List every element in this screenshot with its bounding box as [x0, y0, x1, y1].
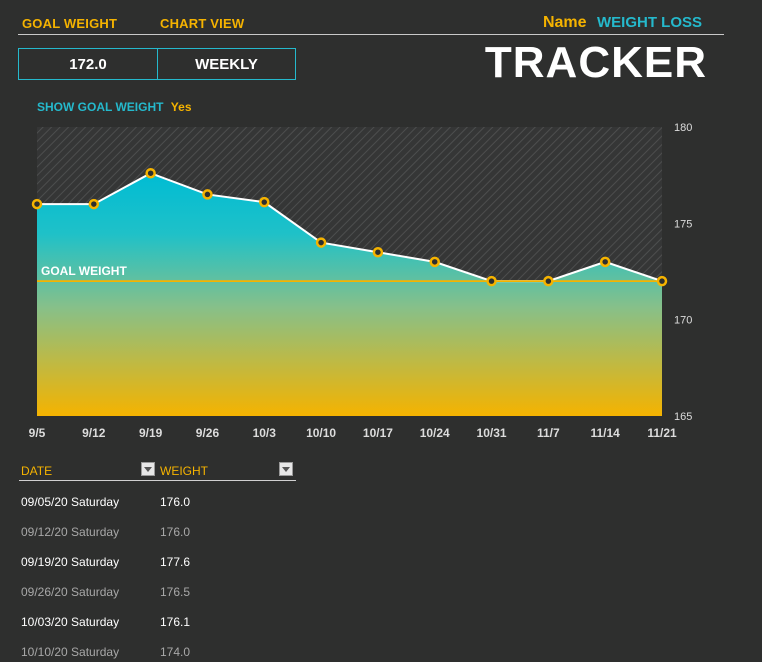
- row-weight: 176.5: [160, 585, 191, 599]
- weight-filter-dropdown-icon[interactable]: [279, 462, 293, 476]
- chart-view-select[interactable]: WEEKLY: [157, 48, 296, 80]
- x-tick-label: 9/5: [29, 426, 46, 440]
- x-tick-label: 11/7: [537, 426, 560, 440]
- x-tick-label: 10/3: [253, 426, 277, 440]
- row-date: 10/03/20 Saturday: [21, 615, 120, 629]
- y-tick-label: 165: [674, 411, 692, 423]
- data-point: [656, 275, 668, 287]
- weight-line: [37, 172, 663, 283]
- x-tick-label: 9/12: [82, 426, 106, 440]
- data-point: [599, 256, 611, 268]
- date-filter-dropdown-icon[interactable]: [141, 462, 155, 476]
- row-weight: 177.6: [160, 555, 191, 569]
- row-weight: 176.1: [160, 615, 191, 629]
- row-date: 09/12/20 Saturday: [21, 525, 120, 539]
- row-weight: 174.0: [160, 645, 191, 659]
- data-point: [486, 275, 497, 287]
- x-tick-label: 10/10: [306, 426, 336, 440]
- show-goal-weight: SHOW GOAL WEIGHT Yes: [37, 100, 192, 114]
- y-tick-label: 175: [674, 218, 692, 230]
- goal-weight-label: GOAL WEIGHT: [22, 16, 118, 31]
- x-tick-label: 11/14: [590, 426, 620, 440]
- name-label: Name: [542, 14, 587, 31]
- column-header-date: DATE: [21, 464, 53, 478]
- row-weight: 176.0: [160, 525, 191, 539]
- data-point: [315, 237, 327, 248]
- data-point: [145, 167, 156, 179]
- goal-weight-line-label: GOAL WEIGHT: [41, 264, 127, 278]
- row-date: 09/05/20 Saturday: [21, 495, 120, 509]
- chart-view-label: CHART VIEW: [160, 16, 245, 31]
- name-field: Name WEIGHT LOSS: [543, 14, 702, 32]
- table-header: DATE WEIGHT: [19, 462, 296, 481]
- y-tick-label: 170: [674, 315, 692, 327]
- x-tick-label: 10/31: [477, 426, 507, 440]
- column-header-weight: WEIGHT: [160, 464, 208, 478]
- header-divider: [18, 34, 724, 35]
- y-tick-label: 180: [674, 122, 692, 134]
- data-point: [202, 189, 213, 200]
- name-value[interactable]: WEIGHT LOSS: [597, 14, 702, 31]
- row-weight: 176.0: [160, 495, 191, 509]
- row-date: 10/10/20 Saturday: [21, 645, 120, 659]
- data-point: [372, 246, 384, 258]
- data-point: [88, 198, 100, 210]
- data-point: [259, 196, 270, 208]
- weight-area: [37, 173, 662, 416]
- data-point: [429, 256, 440, 268]
- x-tick-label: 9/19: [139, 426, 163, 440]
- data-point: [31, 198, 43, 210]
- page-title: TRACKER: [484, 38, 707, 87]
- x-tick-label: 10/24: [420, 426, 450, 440]
- row-date: 09/26/20 Saturday: [21, 585, 120, 599]
- x-tick-label: 11/21: [647, 426, 677, 440]
- goal-weight-input[interactable]: 172.0: [18, 48, 158, 80]
- x-tick-label: 9/26: [196, 426, 220, 440]
- data-point: [543, 275, 554, 287]
- show-goal-label: SHOW GOAL WEIGHT: [37, 100, 164, 114]
- show-goal-value[interactable]: Yes: [170, 100, 192, 114]
- row-date: 09/19/20 Saturday: [21, 555, 120, 569]
- weight-chart: GOAL WEIGHT 9/5 9/12 9/19 9/26 10/3 10/10 10/17…: [29, 122, 693, 440]
- x-tick-label: 10/17: [363, 426, 393, 440]
